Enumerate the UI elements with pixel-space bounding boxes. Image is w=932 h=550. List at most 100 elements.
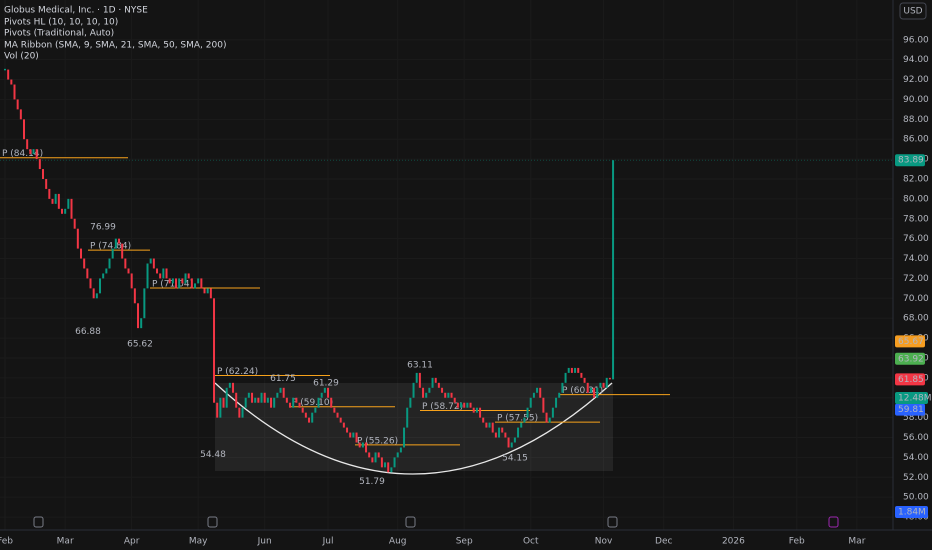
volume-tag-label: 12.48M (898, 394, 932, 404)
indicator-label[interactable]: MA Ribbon (SMA, 9, SMA, 21, SMA, 50, SMA… (4, 41, 226, 51)
candle (526, 407, 529, 418)
candle (498, 427, 501, 438)
candle (10, 79, 13, 85)
candle (460, 402, 463, 408)
y-tick-label: 88.00 (903, 115, 929, 125)
candle (317, 397, 320, 408)
candle (529, 397, 532, 408)
currency-box[interactable] (899, 2, 927, 20)
pivot-label: P (71.04) (152, 279, 193, 289)
candle (225, 387, 228, 408)
candle (425, 392, 428, 398)
y-tick-label: 94.00 (903, 55, 929, 65)
candle (23, 119, 26, 140)
currency-label[interactable]: USD (903, 7, 922, 17)
candle (70, 198, 73, 219)
candle (200, 278, 203, 289)
candle (365, 442, 368, 453)
candle (114, 238, 117, 249)
cup-arc (214, 382, 613, 475)
price-tag (895, 154, 925, 167)
candle (450, 392, 453, 398)
indicator-label[interactable]: Vol (20) (4, 52, 39, 62)
candle (558, 392, 561, 398)
candle (95, 293, 98, 299)
candle (387, 462, 390, 473)
candle (295, 397, 298, 403)
candle (504, 432, 507, 438)
candle (406, 407, 409, 428)
candle (165, 268, 168, 279)
candle (92, 288, 95, 299)
y-tick-label: 68.00 (903, 314, 929, 324)
candle (437, 382, 440, 388)
earnings-marker (33, 516, 44, 528)
chart-title: Globus Medical, Inc. · 1D · NYSE (4, 6, 148, 16)
candle (475, 407, 478, 413)
candle (501, 427, 504, 433)
earnings-marker[interactable] (828, 516, 839, 528)
candle (308, 417, 311, 423)
candle (466, 402, 469, 408)
y-tick-label: 86.00 (903, 135, 929, 145)
indicator-label[interactable]: Pivots HL (10, 10, 10, 10) (4, 18, 118, 28)
candle (580, 372, 583, 378)
candle (149, 258, 152, 264)
y-tick-label: 58.00 (903, 413, 929, 423)
candle (561, 382, 564, 393)
candle (232, 382, 235, 393)
candle (19, 109, 22, 120)
candle (38, 159, 41, 170)
pivot-low-label: 51.79 (359, 477, 385, 487)
candle (159, 273, 162, 279)
candle (482, 417, 485, 423)
price-tag (895, 335, 925, 348)
candle (48, 188, 51, 199)
candle (574, 367, 577, 373)
price-tag (895, 373, 925, 386)
candle (352, 432, 355, 438)
y-tick-label: 54.00 (903, 453, 929, 463)
candle (279, 387, 282, 393)
candle (168, 278, 171, 284)
pivot-label: P (55.26) (357, 436, 398, 446)
candle (162, 268, 165, 279)
volume-tag (895, 392, 928, 404)
candle (494, 432, 497, 438)
y-tick-label: 82.00 (903, 174, 929, 184)
candle (327, 387, 330, 398)
candle (206, 288, 209, 294)
candle (89, 278, 92, 289)
candle (187, 273, 190, 279)
x-tick-label: Dec (655, 537, 672, 547)
candle (99, 278, 102, 294)
candle (491, 422, 494, 433)
earnings-marker (607, 516, 618, 528)
candle (513, 437, 516, 443)
candle (349, 432, 352, 438)
candle (194, 283, 197, 289)
candle (124, 258, 127, 269)
candle (599, 382, 602, 388)
y-tick-label: 90.00 (903, 95, 929, 105)
candle (342, 422, 345, 428)
pivot-high-label: 63.11 (407, 360, 433, 370)
y-tick-label: 74.00 (903, 254, 929, 264)
price-tag-label: 61.85 (898, 375, 924, 385)
pivot-label: P (59.10) (292, 398, 333, 408)
pivot-low-label: 54.48 (200, 450, 226, 460)
candle (80, 248, 83, 259)
candle (251, 392, 254, 403)
candle (146, 263, 149, 289)
indicator-label[interactable]: Pivots (Traditional, Auto) (4, 29, 114, 39)
candle (263, 392, 266, 403)
candle (431, 377, 434, 388)
candle (257, 397, 260, 403)
candle (428, 387, 431, 393)
candle (314, 407, 317, 413)
candle (266, 397, 269, 403)
candle (377, 452, 380, 458)
candle (216, 402, 219, 418)
candle (311, 412, 314, 423)
candle (130, 273, 133, 289)
